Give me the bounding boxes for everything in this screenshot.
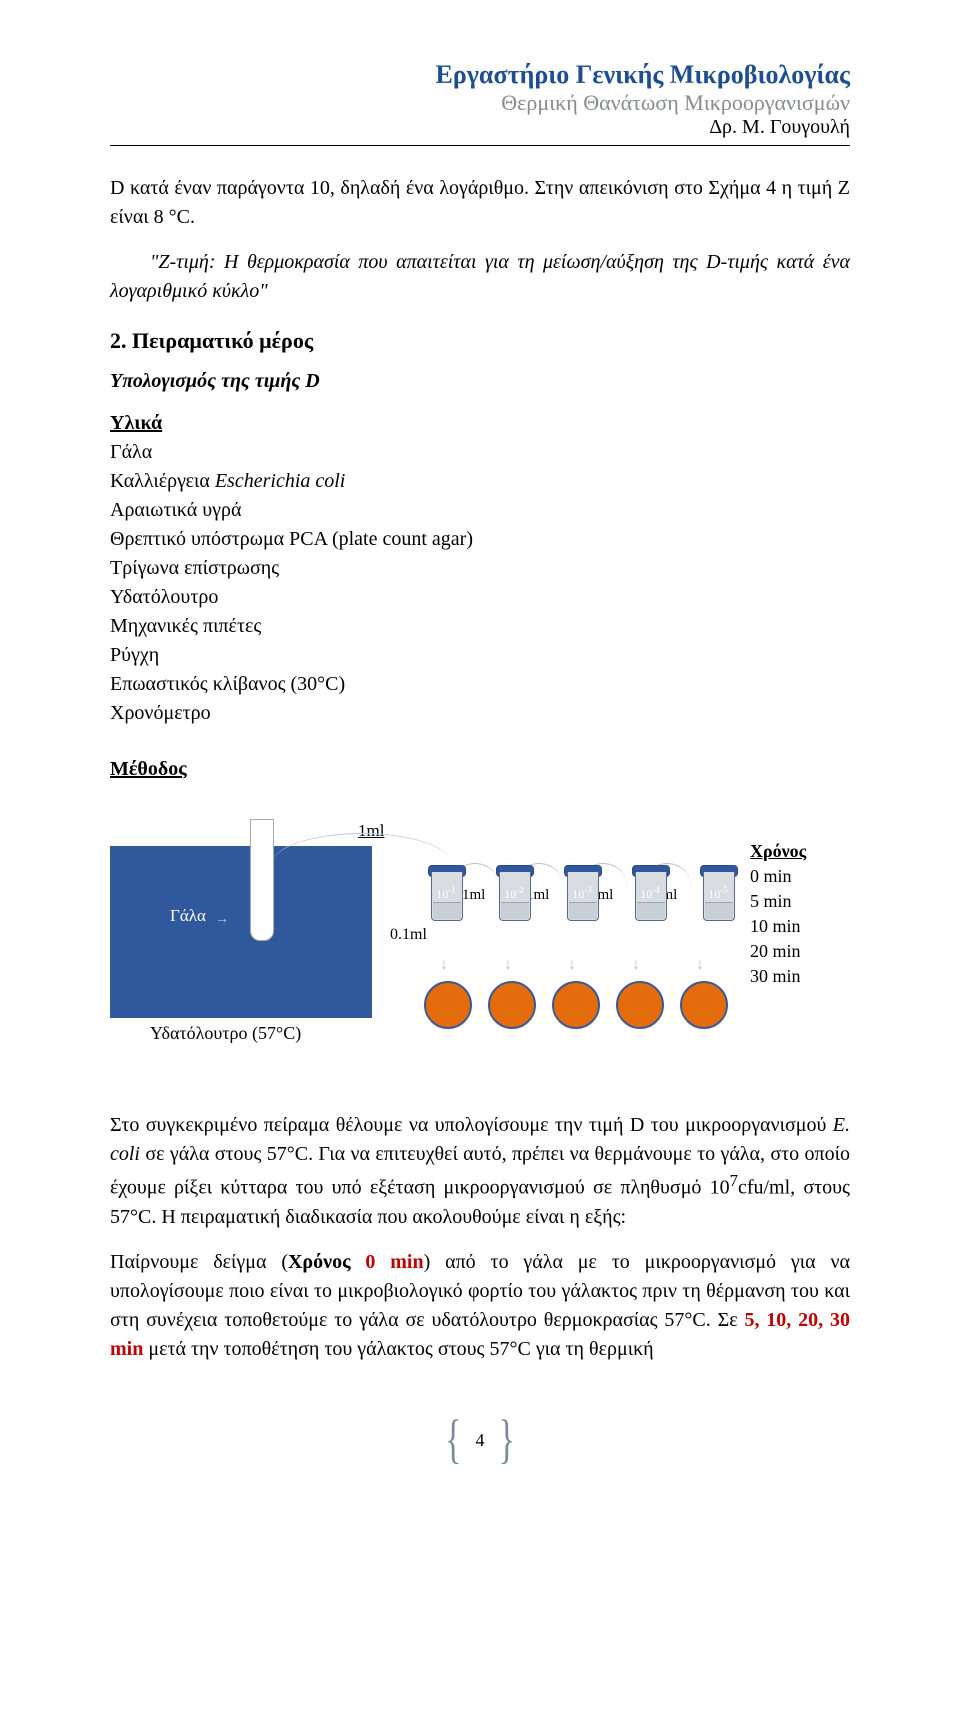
paragraph-d-value: D κατά έναν παράγοντα 10, δηλαδή ένα λογ… xyxy=(110,174,850,232)
materials-block: Υλικά Γάλα Καλλιέργεια Escherichia coli … xyxy=(110,409,850,728)
milk-label: Γάλα xyxy=(170,906,206,926)
header-author: Δρ. Μ. Γουγουλή xyxy=(110,116,850,139)
down-arrow-icon: ↓ xyxy=(568,956,576,974)
material-item: Μηχανικές πιπέτες xyxy=(110,612,850,641)
down-arrow-icon: ↓ xyxy=(696,956,704,974)
header-rule xyxy=(110,145,850,146)
milk-tube-icon xyxy=(250,819,274,941)
agar-plate-icon xyxy=(488,981,536,1029)
agar-plate-icon xyxy=(680,981,728,1029)
method-heading: Μέθοδος xyxy=(110,758,850,781)
header-title: Εργαστήριο Γενικής Μικροβιολογίας xyxy=(110,60,850,90)
section-2-heading: 2. Πειραματικό μέρος xyxy=(110,328,850,354)
down-arrow-icon: ↓ xyxy=(632,956,640,974)
dilution-tube: 10-2 xyxy=(488,851,540,921)
time-item: 0 min xyxy=(750,866,806,887)
agar-plate-icon xyxy=(552,981,600,1029)
materials-heading: Υλικά xyxy=(110,409,850,438)
paragraph-procedure: Παίρνουμε δείγμα (Χρόνος 0 min) από το γ… xyxy=(110,1248,850,1364)
time-item: 10 min xyxy=(750,916,806,937)
arrow-icon: → xyxy=(215,912,229,928)
dilution-tube: 10-4 xyxy=(624,851,676,921)
agar-plate-icon xyxy=(616,981,664,1029)
page: Εργαστήριο Γενικής Μικροβιολογίας Θερμικ… xyxy=(0,0,960,1498)
time-item: 20 min xyxy=(750,941,806,962)
material-item: Θρεπτικό υπόστρωμα PCA (plate count agar… xyxy=(110,525,850,554)
bath-label: Υδατόλουτρο (57°C) xyxy=(150,1023,301,1044)
page-number: 4 xyxy=(476,1430,485,1451)
dilution-tubes: 1ml 1ml 1ml 1ml 10-1 10-2 10-3 xyxy=(420,851,756,921)
dilution-factor: 10-1 xyxy=(420,885,472,902)
material-item: Υδατόλουτρο xyxy=(110,583,850,612)
paragraph-experiment-intro: Στο συγκεκριμένο πείραμα θέλουμε να υπολ… xyxy=(110,1111,850,1232)
page-header: Εργαστήριο Γενικής Μικροβιολογίας Θερμικ… xyxy=(110,60,850,139)
material-item: Καλλιέργεια Escherichia coli xyxy=(110,467,850,496)
dilution-tube: 10-3 xyxy=(556,851,608,921)
agar-plate-icon xyxy=(424,981,472,1029)
material-item: Γάλα xyxy=(110,438,850,467)
paragraph-z-definition: "Z-τιμή: Η θερμοκρασία που απαιτείται γι… xyxy=(110,248,850,306)
down-arrow-icon: ↓ xyxy=(504,956,512,974)
time-item: 5 min xyxy=(750,891,806,912)
material-item: Ρύγχη xyxy=(110,641,850,670)
dilution-diagram: Γάλα → Υδατόλουτρο (57°C) 1ml 0.1ml 1ml … xyxy=(110,811,850,1081)
time-item: 30 min xyxy=(750,966,806,987)
dilution-factor: 10-4 xyxy=(624,885,676,902)
page-footer: { 4 } xyxy=(110,1424,850,1458)
plate-volume-label: 0.1ml xyxy=(390,926,427,944)
material-item: Τρίγωνα επίστρωσης xyxy=(110,554,850,583)
dilution-tube: 10-5 xyxy=(692,851,744,921)
dilution-factor: 10-3 xyxy=(556,885,608,902)
material-item: Χρονόμετρο xyxy=(110,699,850,728)
dilution-tube: 10-1 xyxy=(420,851,472,921)
dilution-factor: 10-5 xyxy=(692,885,744,902)
brace-left-icon: { xyxy=(445,1413,461,1467)
water-bath-icon xyxy=(110,846,372,1018)
header-subtitle: Θερμική Θανάτωση Μικροοργανισμών xyxy=(110,90,850,116)
brace-right-icon: } xyxy=(499,1413,515,1467)
time-legend: Χρόνος 0 min 5 min 10 min 20 min 30 min xyxy=(750,841,806,991)
down-arrow-icon: ↓ xyxy=(440,956,448,974)
material-item: Αραιωτικά υγρά xyxy=(110,496,850,525)
dilution-factor: 10-2 xyxy=(488,885,540,902)
time-heading: Χρόνος xyxy=(750,841,806,862)
section-2-subheading: Υπολογισμός της τιμής D xyxy=(110,370,850,393)
material-item: Επωαστικός κλίβανος (30°C) xyxy=(110,670,850,699)
